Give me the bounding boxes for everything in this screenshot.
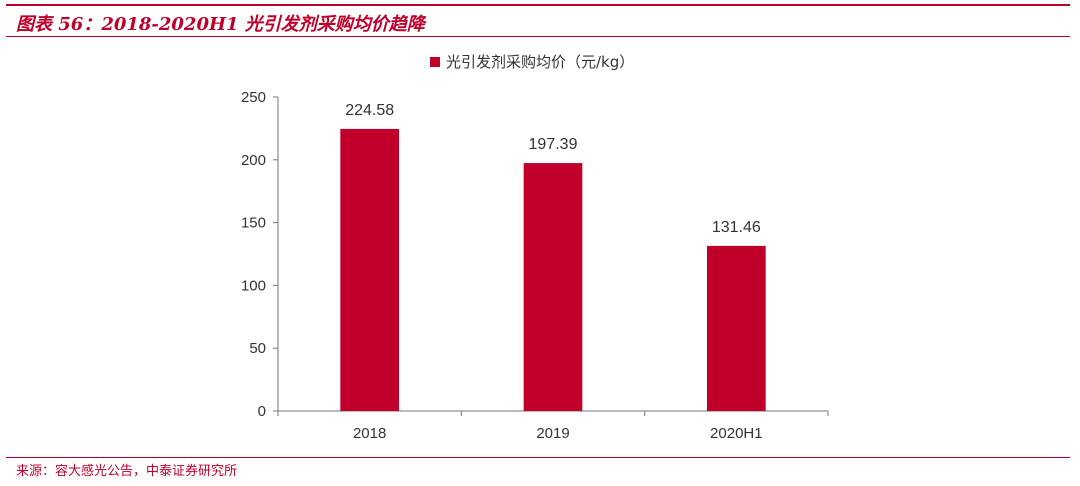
- data-label: 197.39: [529, 136, 578, 153]
- data-labels: 224.58 197.39 131.46: [345, 102, 761, 236]
- bars: [340, 128, 766, 411]
- data-label: 131.46: [712, 219, 761, 236]
- x-tick-label: 2020H1: [710, 425, 763, 442]
- data-label: 224.58: [345, 102, 394, 119]
- legend-label: 光引发剂采购均价（元/kg）: [446, 53, 634, 71]
- page-title: 图表 56：2018-2020H1 光引发剂采购均价趋降: [16, 14, 425, 35]
- x-tick-label: 2018: [353, 425, 386, 442]
- legend-swatch: [430, 57, 440, 67]
- legend: 光引发剂采购均价（元/kg）: [430, 53, 634, 71]
- y-tick-label: 100: [241, 277, 266, 294]
- y-tick-label: 250: [241, 89, 266, 106]
- footer-divider: [6, 457, 1070, 458]
- title-divider: [6, 36, 1070, 37]
- axes: 0 50 100 150 200 250 2018 2019 2020H1: [241, 89, 829, 442]
- top-border: [6, 4, 1070, 6]
- y-tick-label: 150: [241, 215, 266, 232]
- y-tick-label: 50: [249, 340, 266, 357]
- bar: [523, 163, 583, 411]
- x-tick-label: 2019: [536, 425, 569, 442]
- source-note: 来源：容大感光公告，中泰证券研究所: [16, 464, 238, 479]
- y-tick-label: 0: [258, 403, 266, 420]
- bar: [707, 245, 766, 411]
- y-tick-label: 200: [241, 152, 266, 169]
- bar: [340, 128, 399, 411]
